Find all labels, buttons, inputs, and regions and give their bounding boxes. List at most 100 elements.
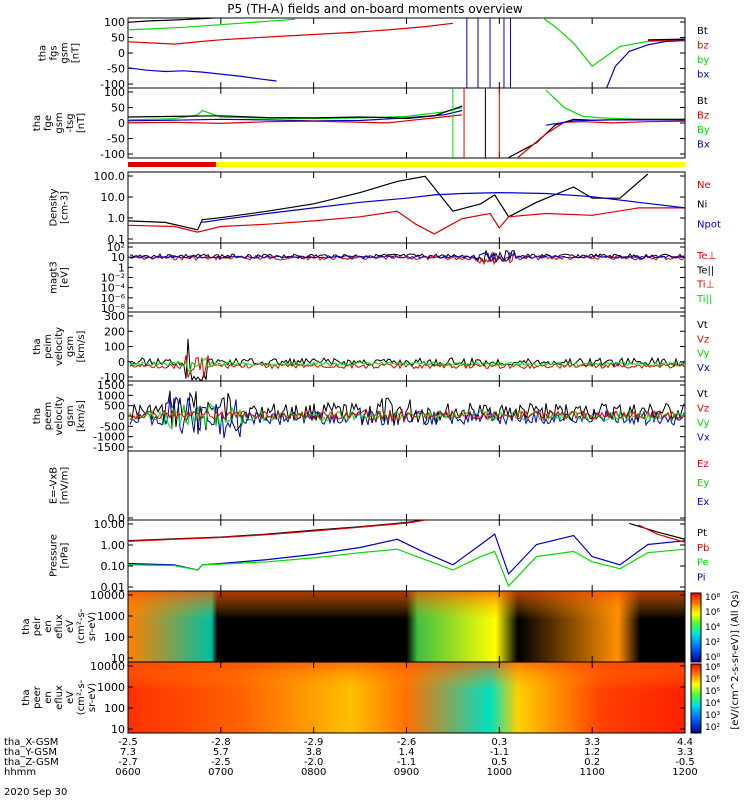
legend-Bz: Bz <box>697 111 709 122</box>
ytick-label: 500 <box>104 400 125 413</box>
noise-3-blue <box>129 251 685 264</box>
ylabel-line: fgs <box>49 45 60 60</box>
ephemeris-label: tha_Y-GSM <box>4 747 57 758</box>
ytick-label: 10² <box>107 241 125 254</box>
colorbar-tick: 10⁶ <box>705 675 720 685</box>
panel-frame <box>127 242 686 313</box>
legend-Bt: Bt <box>697 96 708 107</box>
legend-Bt: Bt <box>697 26 708 37</box>
ytick-label: 10⁻⁴ <box>101 282 126 295</box>
legend-Vy: Vy <box>697 349 710 360</box>
ytick-label: 100 <box>104 16 125 29</box>
colorbar-top <box>690 592 702 663</box>
ylabel-line: gsm <box>65 336 76 357</box>
ytick-label: 10 <box>111 723 125 736</box>
ylabel-line: gsm <box>65 405 76 426</box>
legend-Te||: Te|| <box>696 265 714 276</box>
ytick-label: 10.0 <box>101 191 126 204</box>
ytick-label: 1.0 <box>108 212 126 225</box>
colorbar-label: [eV/(cm^2-s-sr-eV)] (All Qs) <box>730 590 741 729</box>
noise-5-red <box>129 408 685 423</box>
ylabel-line: [mV/m] <box>60 467 71 505</box>
legend-Pe: Pe <box>697 558 709 569</box>
series-fgs-green-1 <box>128 18 296 31</box>
colorbar-bottom <box>690 663 702 734</box>
legend-By: By <box>697 125 710 136</box>
ytick-label: 10 <box>111 652 125 665</box>
ephemeris-value: 1000 <box>487 767 512 778</box>
ephemeris-value: -2.0 <box>304 757 324 768</box>
colorbar-tick: 10⁶ <box>705 608 720 618</box>
series-fge-blue-7 <box>545 119 685 126</box>
ytick-label: -100 <box>100 371 125 384</box>
ylabel-line: tha <box>32 338 43 354</box>
ylabel-line: [km/s] <box>76 330 87 362</box>
ytick-label: 100 <box>104 702 125 715</box>
legend-Ey: Ey <box>697 478 709 489</box>
legend-Ex: Ex <box>697 497 709 508</box>
ylabel-line: tha <box>32 408 43 424</box>
ytick-label: 0 <box>118 117 125 130</box>
ephemeris-label: tha_X-GSM <box>4 737 58 748</box>
ylabel-line: (cm²-s- <box>76 679 87 715</box>
ephemeris-value: -0.5 <box>675 757 695 768</box>
ephemeris-value: -2.5 <box>211 757 231 768</box>
ylabel-line: (cm²-s- <box>76 608 87 644</box>
colorbar-tick: 10⁵ <box>705 687 720 697</box>
ylabel-line: sr-eV) <box>87 683 98 712</box>
ephemeris-value: 3.8 <box>306 747 322 758</box>
ylabel-line: -tsg <box>65 113 76 132</box>
panel-density <box>127 171 686 244</box>
noise-5-blue <box>129 396 685 439</box>
ephemeris-value: 0.3 <box>491 737 507 748</box>
panel-frame <box>127 450 686 521</box>
ytick-label: 10⁻⁶ <box>101 292 126 305</box>
ephemeris-value: 1.2 <box>584 747 600 758</box>
ytick-label: 200 <box>104 325 125 338</box>
mode-bar-slow <box>128 162 217 167</box>
series-fge-green-4 <box>545 89 685 120</box>
legend-Vz: Vz <box>697 404 709 415</box>
noise-4-black <box>129 338 685 382</box>
ytick-label: 100 <box>104 631 125 644</box>
ylabel-line: [cm-3] <box>60 191 71 224</box>
legend-Npot: Npot <box>697 219 721 230</box>
ylabel-line: [nT] <box>76 113 87 133</box>
ephemeris-value: 3.3 <box>677 747 693 758</box>
legend-Pi: Pi <box>697 572 706 583</box>
ytick-label: 50 <box>111 102 125 115</box>
ephemeris-value: 1200 <box>672 767 697 778</box>
legend-Ti⊥: Ti⊥ <box>696 280 714 291</box>
ephemeris-value: -2.9 <box>304 737 324 748</box>
colorbar-tick: 10⁰ <box>705 653 720 663</box>
panel-peer <box>127 661 686 734</box>
ylabel-line: en <box>43 691 54 704</box>
ephemeris-value: 0.5 <box>491 757 507 768</box>
ytick-label: 0 <box>118 47 125 60</box>
legend-Te⊥: Te⊥ <box>696 251 716 262</box>
legend-Vx: Vx <box>697 363 710 374</box>
ytick-label: 1000 <box>97 610 125 623</box>
ylabel-line: tha <box>21 618 32 634</box>
ephemeris-value: 0800 <box>301 767 326 778</box>
ephemeris-value: 5.7 <box>213 747 229 758</box>
ephemeris-value: 1100 <box>579 767 604 778</box>
ytick-label: 100 <box>104 86 125 99</box>
ytick-label: -50 <box>107 63 125 76</box>
series-fgs-green-4 <box>541 18 685 68</box>
ephemeris-value: 1.4 <box>399 747 415 758</box>
ylabel-line: peir <box>32 616 43 636</box>
ytick-label: 0 <box>118 356 125 369</box>
ytick-label: 10000 <box>90 660 125 673</box>
ylabel-line: peer <box>32 685 43 709</box>
ylabel-line: gsm <box>54 112 65 133</box>
legend-Vy: Vy <box>697 418 710 429</box>
series-pressure-black-0 <box>128 520 426 542</box>
series-fgs-blue-5 <box>605 39 685 88</box>
colorbar-tick: 10² <box>705 723 720 733</box>
series-pressure-green-3 <box>128 548 685 588</box>
ylabel-line: en <box>43 620 54 633</box>
colorbar-tick: 10² <box>705 638 720 648</box>
ytick-label: 1000 <box>97 681 125 694</box>
